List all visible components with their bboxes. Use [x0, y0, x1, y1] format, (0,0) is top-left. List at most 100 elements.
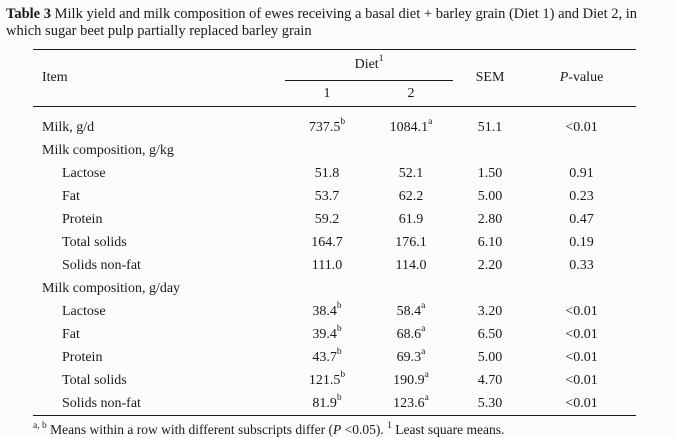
table-row: Lactose 51.8 52.1 1.50 0.91 [33, 162, 636, 185]
cell-superscript: a [421, 346, 426, 357]
table-title: Table 3 Milk yield and milk composition … [6, 6, 670, 40]
cell-pvalue: <0.01 [565, 349, 598, 365]
col-header-diet2: 2 [369, 80, 454, 107]
cell-item: Protein [62, 349, 103, 365]
cell-diet2: 58.4a [369, 300, 453, 323]
cell-pvalue: 0.33 [569, 257, 594, 273]
cell-sem: 3.20 [477, 303, 503, 319]
cell-value: 52.1 [398, 165, 424, 181]
cell-pvalue: <0.01 [565, 303, 598, 319]
cell-diet1 [285, 139, 369, 162]
cell-value: 61.9 [398, 211, 424, 227]
cell-sem: 6.50 [477, 326, 503, 342]
footnote-text: Least square means. [391, 422, 505, 437]
table-footnote: a, b Means within a row with different s… [33, 421, 670, 438]
cell-sem: 2.80 [477, 211, 503, 227]
cell-diet2: 123.6a [369, 392, 453, 416]
cell-sem: 6.10 [477, 234, 503, 250]
cell-pvalue [527, 277, 636, 300]
cell-diet2: 176.1 [369, 231, 453, 254]
cell-diet2: 61.9 [369, 208, 453, 231]
cell-value: 737.5 [308, 119, 341, 135]
cell-pvalue: <0.01 [565, 326, 598, 342]
cell-item: Protein [62, 211, 103, 227]
cell-value: 190.9 [393, 372, 425, 388]
cell-value: 69.3 [396, 349, 422, 365]
table-row: Total solids 121.5b 190.9a 4.70 <0.01 [33, 369, 636, 392]
cell-diet1 [285, 277, 369, 300]
footnote-p-italic: P [333, 422, 342, 437]
table-row: Fat 53.7 62.2 5.00 0.23 [33, 185, 636, 208]
cell-sem: 5.00 [477, 188, 503, 204]
cell-sem: 5.30 [477, 395, 503, 411]
pvalue-p: P [559, 70, 569, 85]
cell-value: 1084.1 [389, 119, 429, 135]
cell-value: 123.6 [393, 395, 425, 411]
cell-superscript: a [428, 116, 433, 127]
table-row: Lactose 38.4b 58.4a 3.20 <0.01 [33, 300, 636, 323]
table-title-text: Milk yield and milk composition of ewes … [6, 6, 638, 39]
cell-diet1: 39.4b [285, 323, 369, 346]
cell-diet1: 164.7 [285, 231, 369, 254]
cell-pvalue: 0.23 [569, 188, 594, 204]
cell-sem: 51.1 [477, 119, 503, 135]
cell-value: 59.2 [314, 211, 340, 227]
footnote-text: <0.05). [341, 422, 388, 437]
col-header-pvalue: P-value [527, 49, 637, 107]
table-section-row: Milk composition, g/kg [33, 139, 636, 162]
cell-superscript: a [424, 369, 429, 380]
table-row: Protein 43.7b 69.3a 5.00 <0.01 [33, 346, 636, 369]
cell-diet2: 114.0 [369, 254, 453, 277]
cell-sem: 2.20 [477, 257, 503, 273]
cell-value: 38.4 [312, 303, 337, 319]
cell-superscript: a [424, 392, 429, 403]
cell-diet2: 52.1 [369, 162, 453, 185]
cell-diet1: 53.7 [285, 185, 369, 208]
cell-diet2: 62.2 [369, 185, 453, 208]
table-row: Total solids 164.7 176.1 6.10 0.19 [33, 231, 636, 254]
cell-diet1: 59.2 [285, 208, 369, 231]
header-row-top: Item Diet1 SEM P-value [33, 49, 637, 107]
table-section-row: Milk composition, g/day [33, 277, 636, 300]
cell-value: 114.0 [395, 257, 427, 273]
cell-sem [453, 139, 527, 162]
footnote-superscript-ab: a, b [33, 420, 47, 431]
col-header-sem: SEM [453, 49, 528, 107]
cell-pvalue [527, 139, 636, 162]
cell-item: Lactose [62, 165, 106, 181]
cell-diet1: 43.7b [285, 346, 369, 369]
cell-sem: 4.70 [477, 372, 503, 388]
diet-label: Diet [354, 57, 379, 72]
milk-yield-table: Item Diet1 SEM P-value 1 2 Milk, g/d 737… [33, 49, 637, 416]
cell-sem: 1.50 [477, 165, 503, 181]
cell-pvalue: 0.19 [569, 234, 594, 250]
cell-diet2: 1084.1a [369, 107, 453, 140]
cell-value: 58.4 [396, 303, 422, 319]
cell-value: 53.7 [314, 188, 340, 204]
cell-diet2 [369, 139, 453, 162]
table-row: Fat 39.4b 68.6a 6.50 <0.01 [33, 323, 636, 346]
cell-superscript: b [336, 346, 342, 357]
cell-item: Total solids [62, 234, 127, 250]
col-header-item: Item [33, 49, 285, 107]
cell-pvalue: <0.01 [565, 395, 598, 411]
footnote-text: Means within a row with different subscr… [46, 422, 334, 437]
cell-pvalue: <0.01 [565, 119, 598, 135]
cell-diet1: 81.9b [285, 392, 369, 416]
cell-diet1: 111.0 [285, 254, 369, 277]
cell-diet1: 51.8 [285, 162, 369, 185]
cell-pvalue: 0.91 [569, 165, 594, 181]
cell-superscript: b [340, 116, 346, 127]
footnote-superscript-1: 1 [387, 420, 392, 431]
cell-pvalue: <0.01 [565, 372, 598, 388]
cell-item: Solids non-fat [62, 257, 141, 273]
cell-superscript: b [340, 369, 346, 380]
table-header: Item Diet1 SEM P-value 1 2 [33, 49, 637, 107]
cell-value: 43.7 [312, 349, 337, 365]
col-header-diet: Diet1 [285, 49, 454, 81]
cell-item: Total solids [62, 372, 127, 388]
cell-superscript: a [421, 323, 426, 334]
cell-item: Solids non-fat [62, 395, 141, 411]
cell-diet1: 38.4b [285, 300, 369, 323]
cell-value: 51.8 [314, 165, 340, 181]
